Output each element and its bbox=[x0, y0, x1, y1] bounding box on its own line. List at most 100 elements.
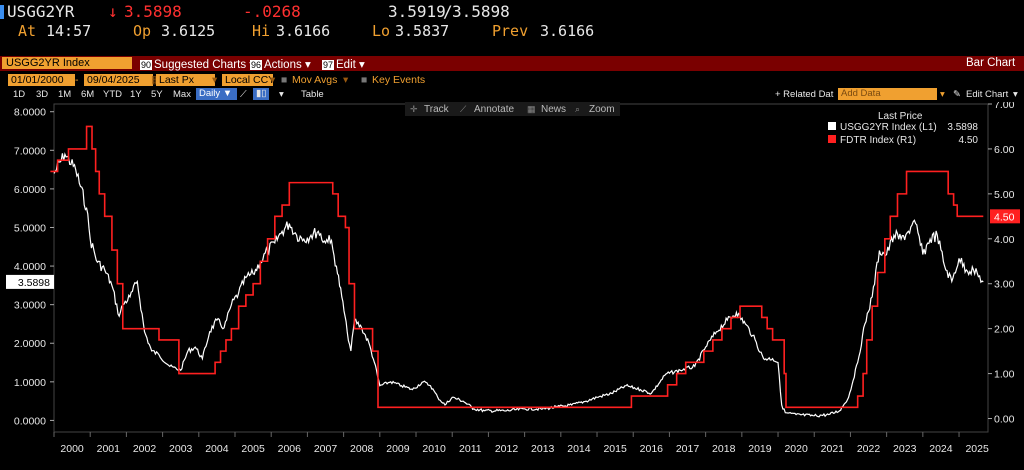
actions-number: 96 bbox=[250, 60, 263, 70]
period-5y[interactable]: 5Y bbox=[151, 89, 163, 100]
price-chart[interactable]: ✛ Track ⟋ Annotate ▦ News ⌕ Zoom 8.0000 7.0000 6.0… bbox=[0, 102, 1024, 470]
calendar-icon[interactable]: ▦ bbox=[151, 74, 161, 86]
tool-annotate-button[interactable]: Annotate bbox=[474, 104, 514, 115]
edit-chart-button[interactable]: Edit Chart bbox=[966, 89, 1009, 100]
plot-area bbox=[53, 103, 989, 433]
chevron-down-icon[interactable]: ▾ bbox=[343, 74, 349, 86]
bid-ask-separator: / bbox=[443, 2, 453, 21]
chevron-down-icon[interactable]: ▾ bbox=[270, 74, 276, 86]
chart-tools-bar bbox=[405, 102, 620, 116]
x-axis-label: 2014 bbox=[567, 443, 591, 455]
x-axis-label: 2019 bbox=[748, 443, 772, 455]
open-value: 3.6125 bbox=[161, 22, 216, 40]
chevron-down-icon[interactable]: ▾ bbox=[940, 89, 945, 100]
tool-annotate-icon[interactable]: ⟋ bbox=[460, 104, 467, 114]
x-axis-label: 2008 bbox=[350, 443, 374, 455]
suggested-charts-number: 90 bbox=[140, 60, 153, 70]
last-price: 3.5898 bbox=[124, 2, 182, 21]
line-chart-icon[interactable]: ⟋ bbox=[240, 89, 247, 100]
period-1y[interactable]: 1Y bbox=[130, 89, 142, 100]
right-axis-label: 3.00 bbox=[994, 279, 1015, 291]
field-select[interactable]: Last Px bbox=[156, 74, 215, 86]
tool-track-button[interactable]: Track bbox=[424, 104, 450, 115]
left-axis-label: 1.0000 bbox=[14, 377, 46, 389]
x-axis-label: 2011 bbox=[459, 443, 482, 455]
chevron-down-icon[interactable]: ▾ bbox=[1013, 89, 1018, 100]
tool-zoom-button[interactable]: Zoom bbox=[589, 104, 615, 115]
pencil-icon[interactable]: ✎ bbox=[953, 89, 961, 100]
x-axis-label: 2016 bbox=[640, 443, 664, 455]
period-max[interactable]: Max bbox=[173, 89, 191, 100]
legend-swatch bbox=[828, 122, 836, 130]
x-axis-label: 2006 bbox=[278, 443, 302, 455]
quote-header: USGG2YR ↓ 3.5898 -.0268 3.5919 / 3.5898 bbox=[0, 2, 1024, 22]
mov-avgs-checkbox[interactable]: ■ bbox=[281, 74, 288, 86]
x-axis-label: 2003 bbox=[169, 443, 193, 455]
current-rate-label-right: 4.50 bbox=[994, 211, 1015, 223]
current-rate-marker-right bbox=[990, 209, 1020, 224]
right-axis-label: 4.00 bbox=[994, 234, 1015, 246]
period-6m[interactable]: 6M bbox=[81, 89, 95, 100]
left-axis-label: 3.0000 bbox=[14, 300, 46, 312]
x-axis-label: 2023 bbox=[893, 443, 917, 455]
x-axis-label: 2007 bbox=[314, 443, 338, 455]
fdtr-series-line bbox=[50, 125, 984, 409]
legend-title: Last Price bbox=[878, 111, 923, 122]
right-axis-label: 1.00 bbox=[994, 369, 1015, 381]
bid-price: 3.5919 bbox=[388, 2, 446, 21]
current-price-label-left: 3.5898 bbox=[18, 277, 50, 289]
tool-zoom-icon[interactable]: ⌕ bbox=[575, 104, 580, 114]
right-axis-label: 7.00 bbox=[994, 102, 1015, 111]
prev-value: 3.6166 bbox=[540, 22, 595, 40]
edit-menu[interactable]: 97 Edit ▾ bbox=[322, 57, 365, 71]
period-3d[interactable]: 3D bbox=[36, 89, 49, 100]
tool-news-button[interactable]: News bbox=[541, 104, 566, 115]
date-separator: - bbox=[75, 74, 79, 86]
x-axis-label: 2017 bbox=[676, 443, 700, 455]
high-value: 3.6166 bbox=[276, 22, 331, 40]
actions-menu[interactable]: 96 Actions ▾ bbox=[250, 57, 311, 71]
left-axis-label: 0.0000 bbox=[14, 415, 46, 427]
left-axis-label: 2.0000 bbox=[14, 338, 46, 350]
actions-label: Actions bbox=[264, 59, 302, 71]
security-input[interactable]: USGG2YR Index bbox=[2, 57, 132, 69]
period-ytd[interactable]: YTD bbox=[103, 89, 122, 100]
table-button[interactable]: Table bbox=[301, 89, 324, 100]
frequency-select[interactable]: Daily ▼ bbox=[196, 88, 237, 100]
legend-series-value: 4.50 bbox=[959, 135, 979, 146]
currency-select[interactable]: Local CCY bbox=[222, 74, 275, 86]
tool-track-icon[interactable]: ✛ bbox=[410, 104, 418, 114]
related-data-button[interactable]: + Related Dat bbox=[775, 89, 834, 100]
x-axis-label: 2000 bbox=[60, 443, 84, 455]
end-date-input[interactable]: 09/04/2025 bbox=[84, 74, 153, 86]
chevron-down-icon[interactable]: ▾ bbox=[212, 74, 218, 86]
bar-chart-icon[interactable]: ▮▯ bbox=[253, 88, 270, 100]
chevron-down-icon[interactable]: ▾ bbox=[279, 89, 284, 100]
add-data-input[interactable]: Add Data bbox=[838, 88, 937, 100]
usgg2yr-series-line bbox=[53, 152, 984, 418]
start-date-input[interactable]: 01/01/2000 bbox=[8, 74, 75, 86]
quote-stats: At 14:57 Op 3.6125 Hi 3.6166 Lo 3.5837 P… bbox=[0, 22, 1024, 42]
tool-news-icon[interactable]: ▦ bbox=[527, 104, 536, 114]
frequency-label: Daily bbox=[199, 88, 221, 99]
right-axis-label: 5.00 bbox=[994, 189, 1015, 201]
legend-series-name: FDTR Index (R1) bbox=[840, 135, 916, 146]
time-label: At bbox=[18, 22, 37, 40]
down-arrow-icon: ↓ bbox=[108, 2, 118, 21]
period-1m[interactable]: 1M bbox=[58, 89, 72, 100]
x-axis-label: 2010 bbox=[422, 443, 446, 455]
left-axis-label: 6.0000 bbox=[14, 184, 46, 196]
x-axis-label: 2001 bbox=[97, 443, 121, 455]
x-axis-label: 2013 bbox=[531, 443, 555, 455]
legend-series-name: USGG2YR Index (L1) bbox=[840, 122, 937, 133]
x-axis-label: 2024 bbox=[929, 443, 953, 455]
ticker-symbol[interactable]: USGG2YR bbox=[7, 2, 75, 21]
x-axis-label: 2005 bbox=[241, 443, 265, 455]
low-label: Lo bbox=[372, 22, 391, 40]
key-events-checkbox[interactable]: ■ bbox=[361, 74, 368, 86]
security-marker bbox=[0, 5, 4, 19]
period-1d[interactable]: 1D bbox=[13, 89, 26, 100]
x-axis-label: 2025 bbox=[965, 443, 989, 455]
